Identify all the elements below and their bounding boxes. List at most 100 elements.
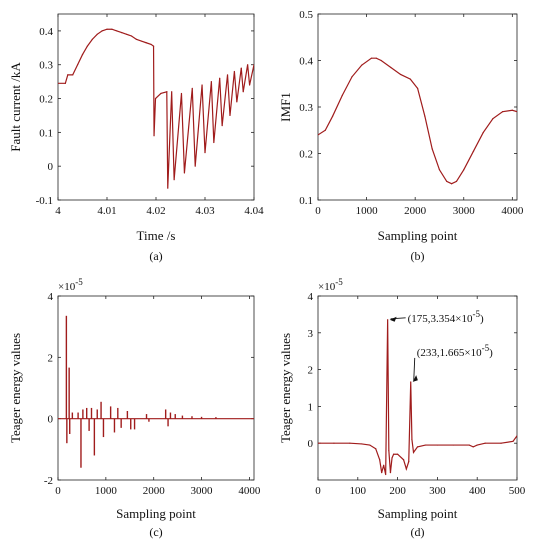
data-point bbox=[351, 76, 353, 78]
data-point bbox=[213, 141, 215, 144]
data-point bbox=[468, 444, 470, 446]
plot-frame bbox=[317, 13, 518, 201]
y-tick-label: 2 bbox=[308, 365, 314, 377]
data-point bbox=[411, 438, 413, 441]
data-point bbox=[379, 459, 381, 461]
data-point bbox=[438, 169, 441, 171]
annotation-label: (175,3.354×10-5) bbox=[408, 309, 484, 325]
data-point bbox=[408, 461, 410, 463]
data-series-line bbox=[58, 28, 254, 189]
data-point bbox=[153, 135, 155, 137]
data-point bbox=[145, 42, 147, 44]
chart-panel-d: 0 100 200 300 400 500 0 1 2 3 4 Sampling point Teage… bbox=[278, 277, 526, 539]
data-point bbox=[361, 64, 363, 66]
x-tick-label: 500 bbox=[509, 485, 526, 497]
data-point bbox=[431, 148, 433, 150]
y-tick-label: 1 bbox=[308, 401, 314, 413]
data-point bbox=[446, 180, 448, 182]
data-point bbox=[255, 74, 256, 75]
data-point bbox=[240, 67, 242, 69]
data-point bbox=[331, 115, 334, 117]
data-point bbox=[397, 453, 399, 455]
data-point bbox=[388, 449, 390, 452]
data-point bbox=[375, 448, 377, 450]
data-point bbox=[463, 169, 465, 171]
y-scale-factor: ×10-5 bbox=[318, 277, 343, 293]
data-point bbox=[236, 101, 238, 103]
data-point bbox=[194, 165, 196, 167]
data-point bbox=[389, 472, 392, 474]
y-tick-label: 0.3 bbox=[299, 102, 313, 114]
data-point bbox=[375, 57, 377, 59]
x-tick-label: 1000 bbox=[95, 485, 118, 497]
data-point bbox=[516, 435, 517, 437]
data-point bbox=[150, 43, 152, 46]
data-point bbox=[381, 472, 383, 474]
y-tick-label: -2 bbox=[44, 475, 53, 487]
data-point bbox=[226, 74, 229, 76]
annotation-arrowhead bbox=[412, 375, 418, 382]
data-point bbox=[116, 30, 118, 32]
data-point bbox=[191, 87, 193, 89]
y-tick-label: 0.1 bbox=[299, 195, 313, 207]
data-point bbox=[452, 444, 454, 446]
y-tick-label: 0 bbox=[308, 438, 314, 450]
y-tick-label: 0.2 bbox=[299, 149, 313, 161]
data-point bbox=[512, 440, 514, 442]
data-point bbox=[410, 381, 412, 383]
data-point bbox=[399, 73, 402, 76]
x-tick-label: 4000 bbox=[238, 485, 261, 497]
y-tick-label: 0.4 bbox=[299, 56, 313, 68]
data-point bbox=[369, 444, 371, 446]
y-tick-label: 0.1 bbox=[39, 127, 53, 139]
y-axis-label: Fault current /kA bbox=[8, 62, 23, 152]
y-tick-label: 0 bbox=[48, 161, 54, 173]
data-point bbox=[482, 131, 484, 134]
data-point bbox=[204, 152, 206, 154]
data-point bbox=[180, 92, 183, 95]
data-point bbox=[387, 319, 389, 321]
panel-caption: (a) bbox=[149, 249, 162, 263]
data-point bbox=[106, 28, 108, 30]
data-point bbox=[101, 30, 103, 32]
data-point bbox=[333, 442, 335, 444]
data-point bbox=[341, 94, 343, 96]
data-point bbox=[412, 451, 415, 453]
plot-frame bbox=[57, 295, 255, 481]
data-point bbox=[130, 35, 133, 37]
data-point bbox=[210, 81, 212, 83]
data-point bbox=[219, 77, 221, 79]
data-point bbox=[77, 64, 79, 66]
data-series-line bbox=[318, 57, 517, 185]
x-tick-label: 4.01 bbox=[97, 205, 116, 217]
data-point bbox=[154, 97, 157, 100]
x-axis-label: Time /s bbox=[137, 228, 176, 243]
data-point bbox=[183, 172, 186, 174]
data-point bbox=[502, 111, 504, 113]
data-point bbox=[86, 45, 88, 47]
data-point bbox=[152, 45, 155, 47]
chart-panel-b: 0 1000 2000 3000 4000 0.1 0.2 0.3 0.4 0.5 Sampling… bbox=[278, 9, 524, 263]
data-point bbox=[324, 129, 326, 131]
y-tick-label: 4 bbox=[48, 291, 54, 303]
data-point bbox=[126, 33, 128, 35]
data-point bbox=[167, 187, 169, 189]
data-point bbox=[166, 91, 168, 93]
data-point bbox=[233, 70, 235, 73]
x-tick-label: 4.04 bbox=[244, 205, 264, 217]
y-tick-label: 2 bbox=[48, 352, 54, 364]
y-tick-label: 0.4 bbox=[39, 26, 53, 38]
data-point bbox=[111, 28, 113, 30]
annotation-arrowhead bbox=[389, 316, 397, 322]
x-tick-label: 4 bbox=[55, 205, 61, 217]
data-point bbox=[221, 125, 223, 127]
data-point bbox=[511, 109, 513, 111]
data-point bbox=[247, 64, 249, 66]
y-axis-label: Teager energy values bbox=[278, 333, 293, 443]
annotation-arrow bbox=[413, 357, 416, 381]
data-point bbox=[409, 78, 411, 80]
data-point bbox=[160, 92, 162, 95]
data-point bbox=[72, 74, 74, 76]
